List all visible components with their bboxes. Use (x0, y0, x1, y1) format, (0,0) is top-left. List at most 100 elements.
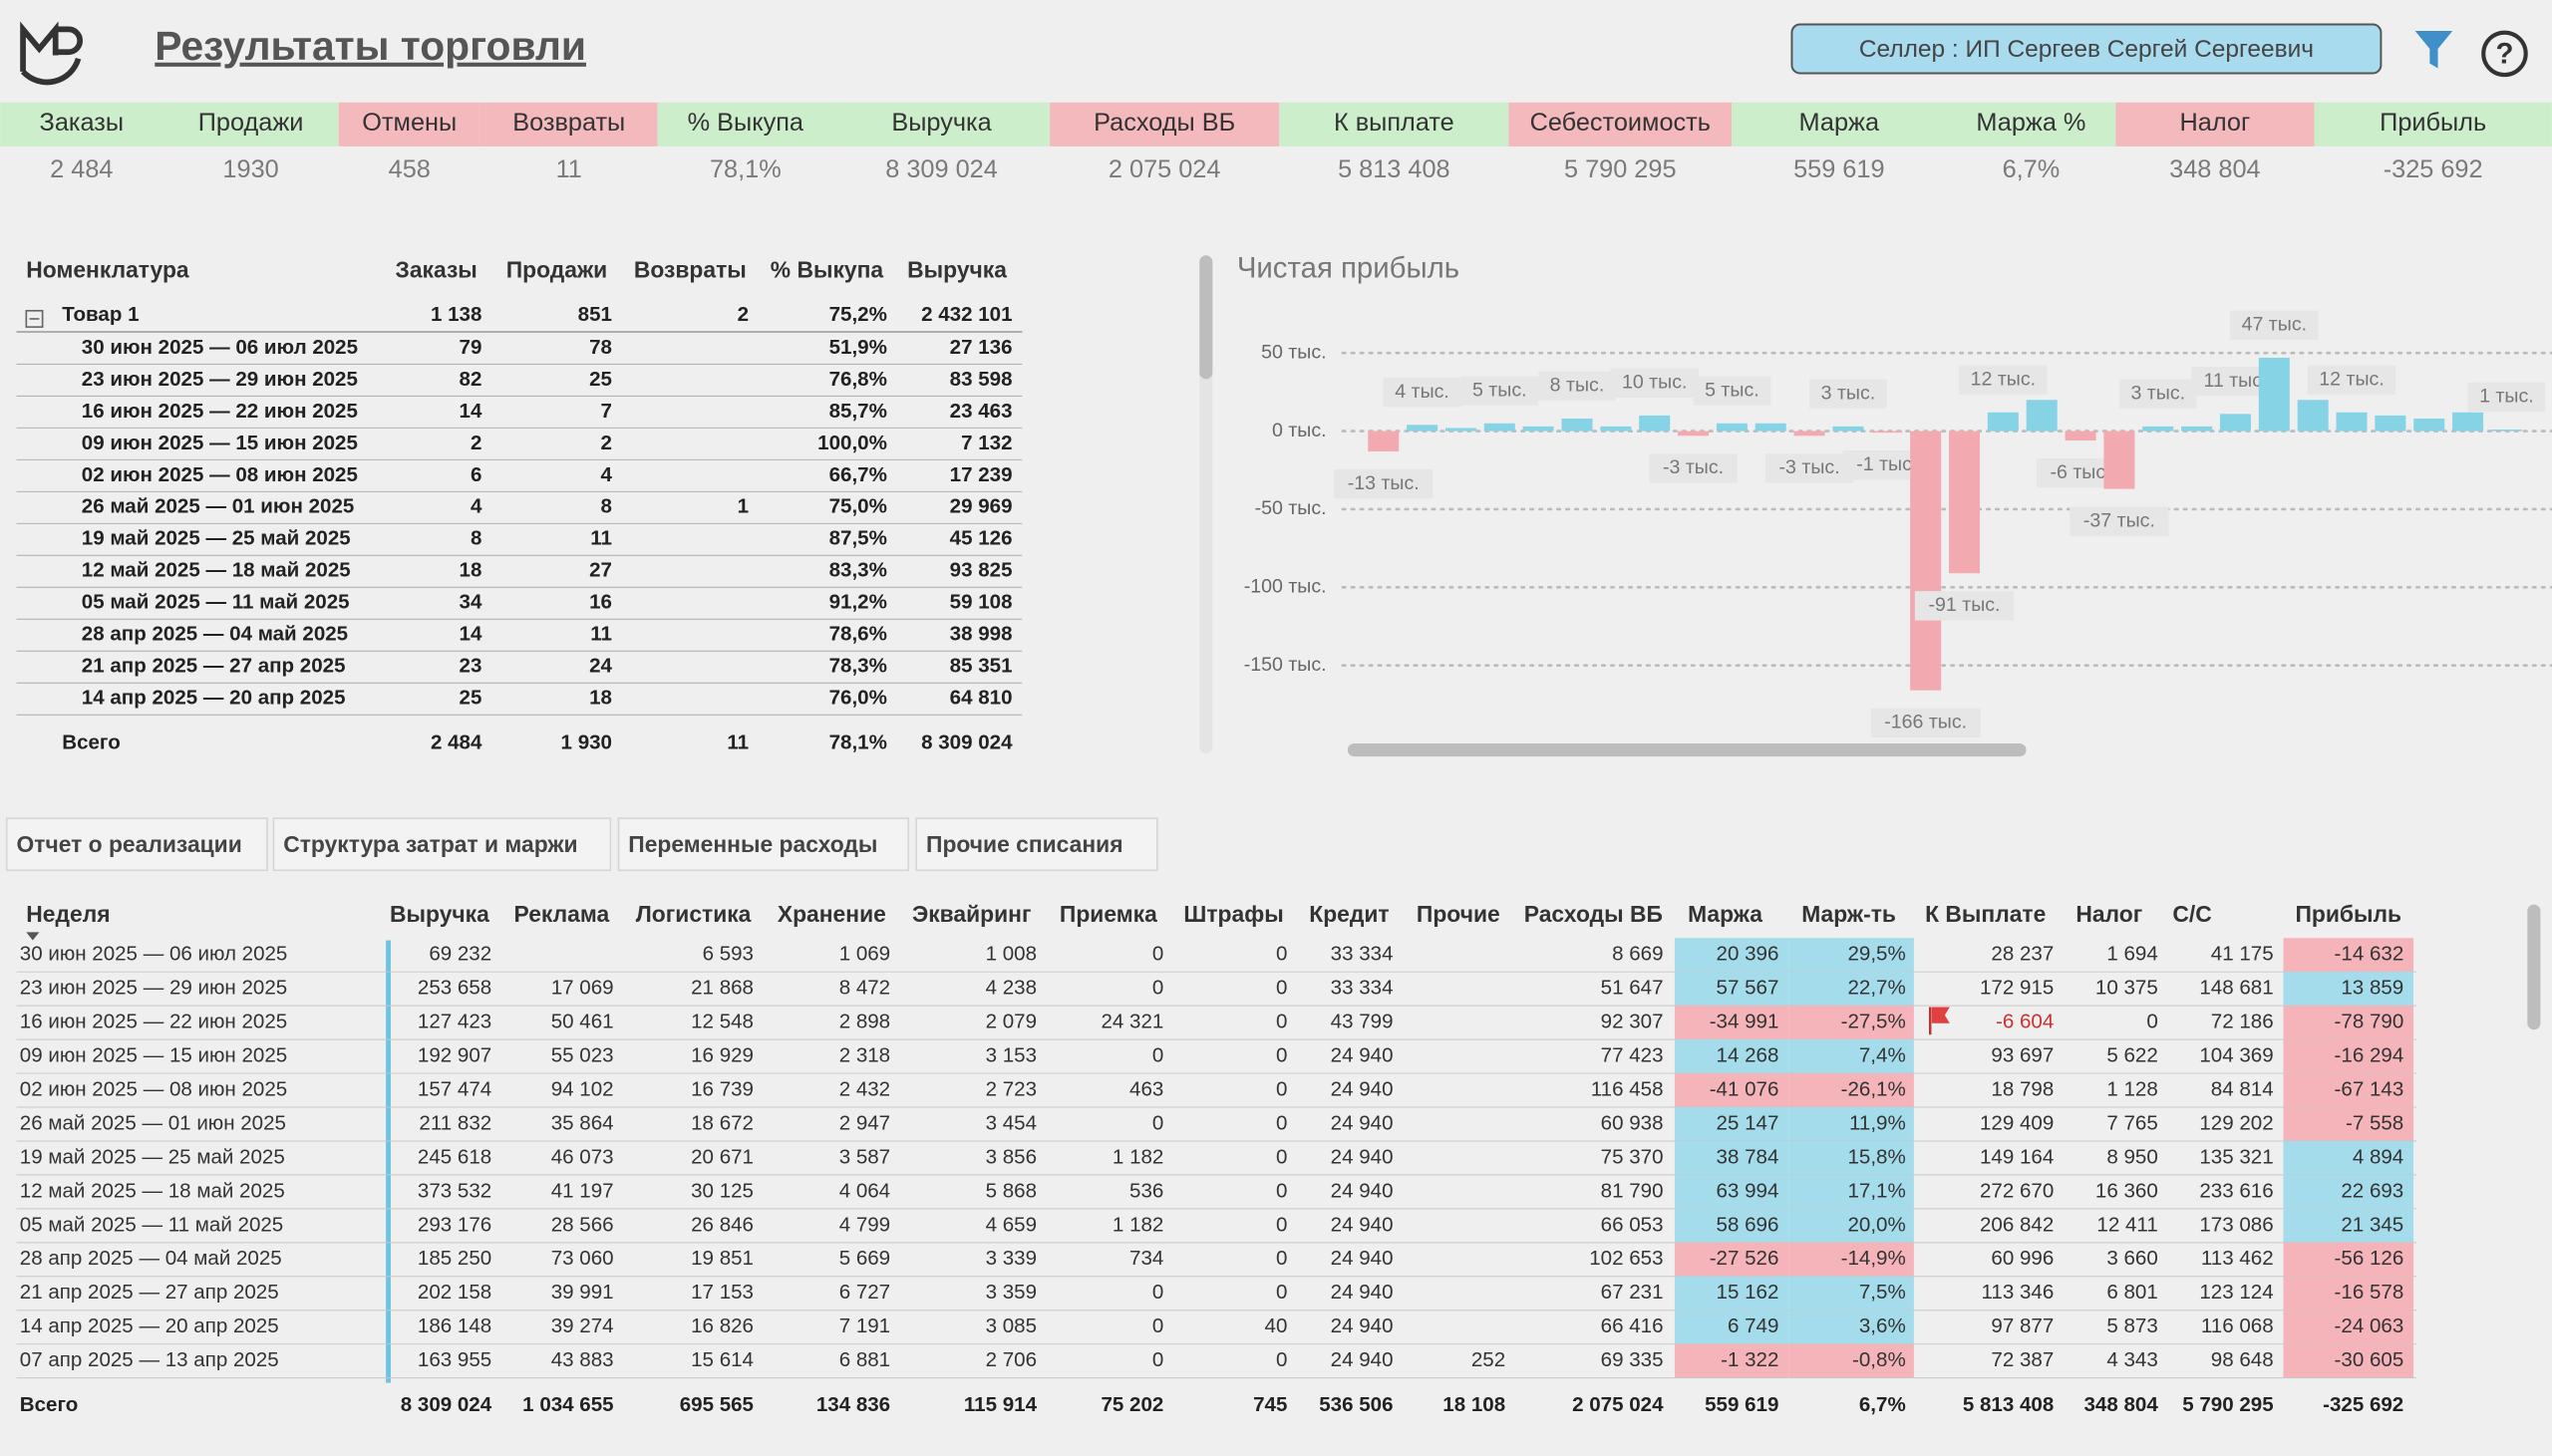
data-label: -6 тыс. (2050, 461, 2110, 483)
table-cell: 8 309 024 (401, 1393, 492, 1416)
table-scrollbar[interactable] (2527, 904, 2541, 1030)
table-cell: 26 846 (691, 1213, 754, 1236)
table-header: Заказы (396, 257, 478, 283)
table-cell: 172 915 (1980, 977, 2054, 1000)
kpi-header (479, 102, 658, 146)
y-tick-label: -150 тыс. (1244, 654, 1327, 676)
tab[interactable] (915, 817, 1158, 872)
page-title: Результаты торговли (155, 23, 586, 69)
row-label: 09 июн 2025 — 15 июн 2025 (20, 1044, 287, 1067)
bar (2103, 431, 2135, 489)
table-cell: 16 739 (691, 1077, 754, 1100)
table-cell: 51 647 (1601, 977, 1664, 1000)
table-cell: 17 069 (551, 977, 614, 1000)
label-box (1809, 379, 1887, 409)
help-icon[interactable]: ? (2481, 30, 2528, 78)
table-header: Хранение (778, 901, 886, 927)
table-cell: 1 008 (986, 943, 1037, 966)
table-cell: 20,0% (1847, 1213, 1905, 1236)
bar (1483, 423, 1515, 432)
table-cell: 0 (1152, 1111, 1163, 1134)
table-cell: -27,5% (1841, 1011, 1906, 1033)
table-cell: 1 138 (431, 303, 481, 326)
seller-filter[interactable] (1790, 23, 2383, 75)
label-box (1610, 368, 1699, 398)
tab[interactable] (617, 817, 909, 872)
tab[interactable] (272, 817, 612, 872)
kpi-label: Продажи (198, 109, 304, 137)
table-cell: 28 237 (1991, 943, 2054, 966)
table-cell: 149 164 (1980, 1145, 2054, 1168)
table-cell: 0 (1276, 1077, 1287, 1100)
tab[interactable] (5, 817, 268, 872)
table-cell: 66 416 (1601, 1314, 1664, 1337)
data-label: 47 тыс. (2242, 313, 2307, 335)
kpi-header (1732, 102, 1947, 146)
cell-highlight (1674, 1276, 1789, 1310)
row-label: 12 май 2025 — 18 май 2025 (20, 1179, 285, 1202)
table-cell: 2 (471, 432, 481, 454)
kpi-label: Прибыль (2380, 109, 2486, 137)
table-cell: 15 614 (691, 1348, 754, 1371)
table-cell: 66 053 (1601, 1213, 1664, 1236)
table-cell: 4 064 (839, 1179, 890, 1202)
table-cell: 23 (460, 655, 482, 678)
table-cell: 16 (589, 591, 612, 614)
table-cell: 24 940 (1331, 1077, 1394, 1100)
cell-highlight (1788, 1208, 1914, 1243)
data-label: 5 тыс. (1472, 379, 1527, 401)
table-cell: 57 567 (1717, 977, 1779, 1000)
table-cell: 33 334 (1331, 943, 1394, 966)
kpi-label: К выплате (1334, 109, 1454, 137)
table-cell: 2 723 (986, 1077, 1037, 1100)
table-cell: 6 881 (839, 1348, 890, 1371)
table-cell: 50 461 (551, 1011, 614, 1033)
table-cell: 63 994 (1717, 1179, 1779, 1202)
chart-scrollbar[interactable] (1347, 743, 2027, 757)
data-label: 10 тыс. (1622, 371, 1687, 393)
table-header: Продажи (506, 257, 607, 283)
filter-icon[interactable] (2414, 31, 2453, 69)
table-header: Возвраты (634, 257, 747, 283)
table-cell: 17 153 (691, 1281, 754, 1304)
tree-toggle[interactable] (25, 309, 44, 328)
kpi-value: 1930 (222, 155, 278, 183)
table-header: Выручка (907, 257, 1007, 283)
label-box (1538, 371, 1616, 402)
table-header: Эквайринг (912, 901, 1031, 927)
label-box (1693, 376, 1771, 406)
bar (2336, 412, 2368, 432)
table-cell: 24 940 (1331, 1145, 1394, 1168)
table-cell: 24 940 (1331, 1213, 1394, 1236)
table-cell: 35 864 (551, 1111, 614, 1134)
logo (20, 21, 83, 86)
bar (1407, 425, 1438, 432)
table-cell: 58 696 (1717, 1213, 1779, 1236)
kpi-header (338, 102, 480, 146)
y-tick-label: 0 тыс. (1272, 420, 1327, 441)
table-cell: 5 790 295 (2182, 1393, 2273, 1416)
kpi-label: % Выкупа (688, 109, 804, 137)
y-tick-label: -50 тыс. (1255, 497, 1327, 519)
table-cell: 100,0% (817, 432, 887, 454)
table-cell: 206 842 (1980, 1213, 2054, 1236)
table-cell: 2 (601, 432, 612, 454)
scrollbar-thumb[interactable] (1199, 255, 1213, 380)
seller-label: Селлер : ИП Сергеев Сергей Сергеевич (1859, 36, 2314, 63)
table-cell: 14 (460, 623, 482, 646)
table-cell: 3 085 (986, 1314, 1037, 1337)
data-label: 5 тыс. (1705, 379, 1759, 401)
table-cell: 98 648 (2211, 1348, 2274, 1371)
table-cell: 20 671 (691, 1145, 754, 1168)
row-label: 14 апр 2025 — 20 апр 2025 (20, 1314, 279, 1337)
table-cell: 115 914 (964, 1393, 1038, 1416)
table-cell: 22 693 (2341, 1179, 2403, 1202)
table-cell: 104 369 (2199, 1044, 2273, 1067)
table-cell: 76,8% (829, 368, 887, 391)
table-header: Логистика (636, 901, 752, 927)
table-cell: 348 804 (2083, 1393, 2158, 1416)
table-cell: 85 351 (950, 655, 1013, 678)
table-cell: 67 231 (1601, 1281, 1664, 1304)
kpi-header (2115, 102, 2315, 146)
bar (2375, 415, 2406, 432)
